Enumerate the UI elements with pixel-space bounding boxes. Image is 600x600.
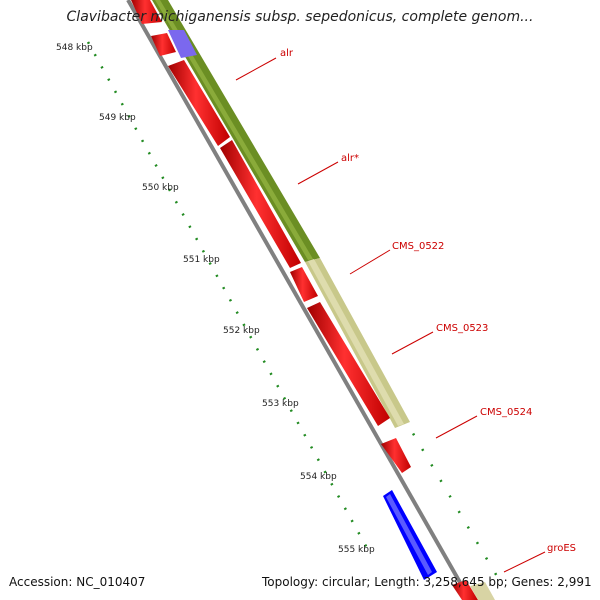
tick-label: 551 kbp xyxy=(183,255,220,265)
cds-arrow[interactable] xyxy=(307,302,390,426)
genome-summary-text: Topology: circular; Length: 3,258,645 bp… xyxy=(262,575,592,589)
gene-label-cms0524[interactable]: CMS_0524 xyxy=(480,407,532,418)
tick-label: 555 kbp xyxy=(338,545,375,555)
cds-arrow[interactable] xyxy=(168,60,230,146)
gene-label-alr-star[interactable]: alr* xyxy=(341,153,359,164)
tick-labels: 548 kbp 549 kbp 550 kbp 551 kbp 552 kbp … xyxy=(56,43,375,555)
cds-arrow[interactable] xyxy=(151,33,176,56)
gene-label-cms0522[interactable]: CMS_0522 xyxy=(392,241,444,252)
cds-arrow[interactable] xyxy=(452,580,478,600)
gene-band-cms0522-highlight xyxy=(308,259,404,426)
tick-label: 554 kbp xyxy=(300,472,337,482)
gene-labels: alr alr* CMS_0522 CMS_0523 CMS_0524 groE… xyxy=(280,48,576,554)
tick-label: 549 kbp xyxy=(99,113,136,123)
label-leaders xyxy=(235,57,546,573)
gene-label-alr[interactable]: alr xyxy=(280,48,294,59)
tick-label: 553 kbp xyxy=(262,399,299,409)
cds-arrow[interactable] xyxy=(131,0,162,24)
tick-label: 548 kbp xyxy=(56,43,93,53)
cds-arrow[interactable] xyxy=(290,267,318,302)
tick-label: 550 kbp xyxy=(142,183,179,193)
cds-arrow[interactable] xyxy=(220,140,301,268)
gene-label-cms0523[interactable]: CMS_0523 xyxy=(436,323,488,334)
gene-groes[interactable] xyxy=(470,582,495,600)
gene-violet[interactable] xyxy=(168,30,197,58)
gene-label-groes[interactable]: groES xyxy=(547,543,576,554)
tick-dots xyxy=(86,29,500,579)
gene-blue-highlight xyxy=(386,494,432,575)
backbone xyxy=(126,0,472,600)
gene-band-alr-highlight xyxy=(155,0,313,260)
cds-track xyxy=(131,0,478,600)
map-title: Clavibacter michiganensis subsp. sepedon… xyxy=(66,9,534,25)
tick-label: 552 kbp xyxy=(223,326,260,336)
accession-text: Accession: NC_010407 xyxy=(9,575,146,589)
cds-arrow[interactable] xyxy=(381,438,411,473)
